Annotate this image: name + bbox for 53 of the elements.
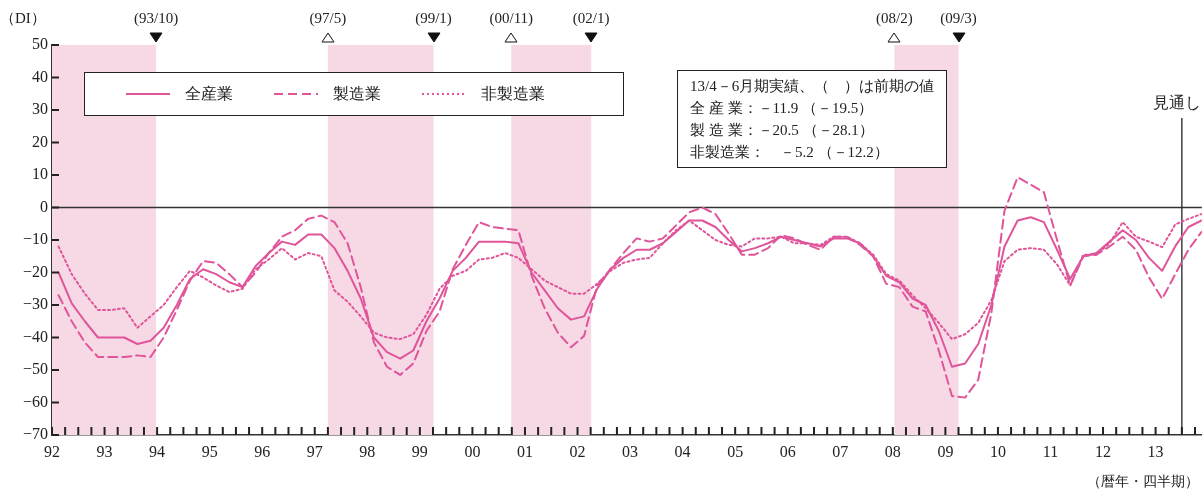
annotation: 製 造 業：－20.5 （－28.1） xyxy=(690,121,875,140)
text: (97/5) xyxy=(309,10,347,27)
y-tick-label: −70 xyxy=(22,425,48,443)
y-axis-title: （DI） xyxy=(0,9,46,28)
x-tick-label: 06 xyxy=(779,442,796,460)
y-tick-label: 30 xyxy=(32,100,48,118)
x-tick-label: 11 xyxy=(1042,442,1059,460)
x-tick-label: 92 xyxy=(44,442,60,460)
line-series xyxy=(57,176,1202,399)
x-tick-label: 03 xyxy=(622,442,639,460)
x-tick-label: 09 xyxy=(937,442,954,460)
x-tick-label: 01 xyxy=(516,442,533,460)
text: (08/2) xyxy=(876,10,913,27)
y-tick-label: −30 xyxy=(22,295,48,313)
x-tick-label: 97 xyxy=(306,442,323,460)
text: (00/11) xyxy=(489,10,534,27)
x-tick-label: 98 xyxy=(359,442,376,460)
y-tick-label: 40 xyxy=(32,67,48,85)
y-tick-label: −10 xyxy=(22,230,48,248)
x-tick-label: 93 xyxy=(96,442,113,460)
annotation: 13/4－6月期実績、（ ）は前期の値 xyxy=(690,77,935,96)
x-tick-label: 95 xyxy=(201,442,218,460)
x-tick-label: 94 xyxy=(149,442,166,460)
y-tick-label: 20 xyxy=(32,132,48,150)
y-tick-label: −60 xyxy=(22,392,48,410)
x-tick-label: 12 xyxy=(1095,442,1112,460)
annotation: 非製造業： －5.2 （－12.2） xyxy=(690,143,890,162)
x-tick-label: 96 xyxy=(254,442,271,460)
y-tick-label: −50 xyxy=(22,360,48,378)
x-axis-title: （暦年・四半期） xyxy=(1087,473,1199,491)
legend-label: 非製造業 xyxy=(481,83,545,104)
y-tick-label: −40 xyxy=(22,327,48,345)
text: (99/1) xyxy=(415,10,452,27)
x-tick-label: 07 xyxy=(832,442,849,460)
legend-label: 全産業 xyxy=(185,83,233,104)
x-tick-label: 05 xyxy=(727,442,744,460)
text: (09/3) xyxy=(940,10,977,27)
x-tick-label: 10 xyxy=(989,442,1006,460)
annotation: 全 産 業：－11.9 （－19.5） xyxy=(690,99,875,118)
y-tick-label: −20 xyxy=(22,262,48,280)
x-tick-label: 08 xyxy=(884,442,901,460)
x-tick-label: 02 xyxy=(569,442,586,460)
y-tick-label: 10 xyxy=(32,165,48,183)
text: (93/10) xyxy=(133,10,179,27)
x-tick-label: 13 xyxy=(1147,442,1164,460)
x-tick-label: 00 xyxy=(464,442,481,460)
legend-label: 製造業 xyxy=(333,83,381,104)
y-tick-label: 0 xyxy=(40,197,48,215)
x-tick-label: 04 xyxy=(674,442,691,460)
x-tick-label: 99 xyxy=(411,442,428,460)
ref-line-label: 見通し xyxy=(1153,94,1201,112)
y-tick-label: 50 xyxy=(32,35,48,53)
text: (02/1) xyxy=(572,10,610,27)
